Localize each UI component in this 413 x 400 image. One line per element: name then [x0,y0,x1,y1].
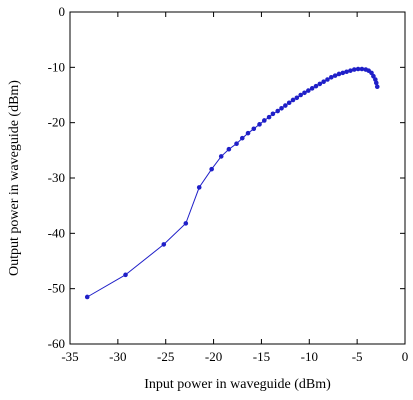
x-tick-labels: -35 -30 -25 -20 -15 -10 -5 0 [61,349,408,364]
data-point [294,95,300,101]
data-point [336,71,342,77]
series-line [86,68,378,298]
data-point [209,166,214,172]
data-point [196,185,202,190]
series-points [84,66,380,300]
data-point [290,97,296,103]
x-tick-label: -15 [253,349,270,364]
y-tick-label: -10 [48,59,65,74]
x-tick-label: -5 [352,349,363,364]
y-tick-label: -40 [48,225,65,240]
data-point [309,86,315,91]
data-point [302,90,307,96]
y-tick-label: -30 [48,170,65,185]
data-point [239,135,245,141]
data-point [313,83,319,89]
data-point [183,221,189,226]
data-point [373,80,379,86]
data-point [161,242,167,247]
data-point [325,77,330,82]
x-tick-label: 0 [402,349,409,364]
data-point [332,73,338,78]
data-point [275,108,281,114]
data-point [251,126,257,132]
plot-frame [69,11,406,345]
y-axis-title: Output power in waveguide (dBm) [7,80,22,276]
data-point [321,79,326,85]
x-tick-label: -35 [61,349,78,364]
data-point [306,88,311,93]
data-point [226,146,232,152]
data-point [279,105,284,111]
data-point [286,100,292,106]
data-point [348,68,353,73]
x-axis-title: Input power in waveguide (dBm) [144,377,331,392]
x-tick-label: -25 [157,349,174,364]
y-tick-label: -60 [48,336,65,351]
data-point [317,81,323,87]
data-point [218,154,224,159]
data-point [262,118,267,123]
data-point [344,69,349,75]
x-tick-label: -20 [205,349,222,364]
data-point [245,130,251,136]
data-point [374,84,380,89]
x-tick-label: -30 [109,349,126,364]
data-point [371,73,376,79]
x-tick-label: -10 [301,349,318,364]
data-point [355,66,361,72]
y-tick-label: 0 [59,4,66,19]
y-tick-label: -50 [48,281,65,296]
data-point [84,294,90,300]
data-point [234,141,239,146]
data-point [369,70,374,76]
data-point [340,70,346,76]
axis-ticks [69,11,406,345]
y-tick-label: -20 [48,115,65,130]
data-point [283,103,288,108]
data-point [329,74,334,80]
data-point [351,67,357,72]
data-point [257,122,262,127]
y-tick-labels: 0 -10 -20 -30 -40 -50 -60 [48,4,65,351]
data-point [298,92,303,98]
data-point [123,272,128,278]
data-point [270,111,276,117]
data-point [266,114,272,120]
data-point [359,66,365,72]
